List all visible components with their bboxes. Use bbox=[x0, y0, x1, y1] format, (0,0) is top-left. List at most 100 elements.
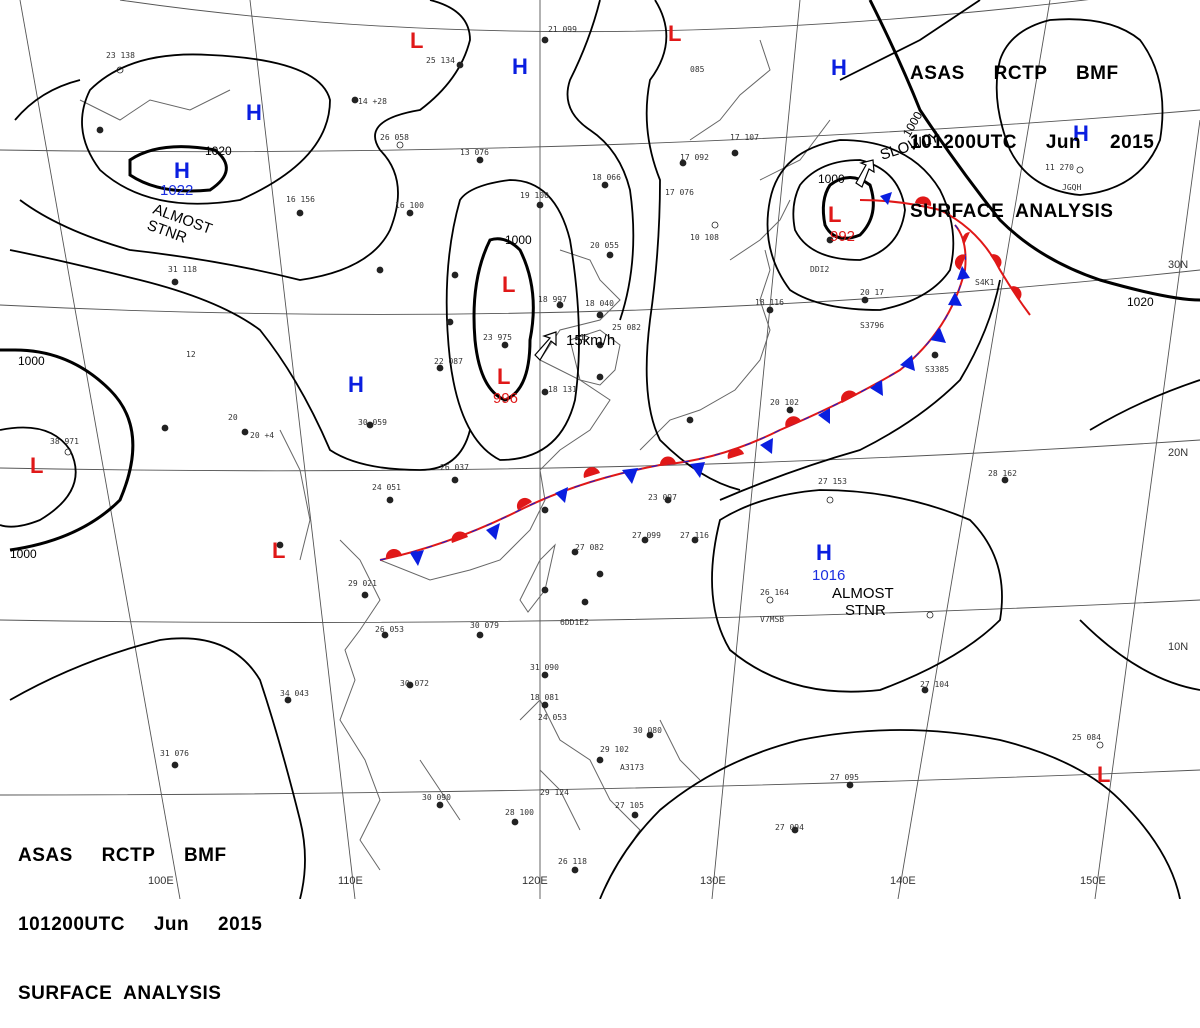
station-plot: 26 058 bbox=[380, 133, 409, 142]
station-plot: 30 080 bbox=[633, 726, 662, 735]
high-pressure-value: 1016 bbox=[812, 567, 845, 584]
station-plot: 30 079 bbox=[470, 621, 499, 630]
longitude-label: 120E bbox=[522, 875, 548, 887]
station-plot: 20 bbox=[228, 413, 238, 422]
high-center: H bbox=[1073, 121, 1089, 146]
longitude-label: 110E bbox=[338, 875, 363, 887]
station-plot: 18 131 bbox=[548, 385, 577, 394]
station-plot: 27 095 bbox=[830, 773, 859, 782]
station-plot: JGQH bbox=[1062, 183, 1081, 192]
warm-front-northeast bbox=[859, 192, 1031, 316]
station-plot: 30 090 bbox=[422, 793, 451, 802]
station-numbers: 23 138 25 134 21 099 14 +28 26 058 13 07… bbox=[50, 25, 1101, 866]
station-plot: 22 087 bbox=[434, 357, 463, 366]
low-center: L bbox=[497, 364, 510, 389]
station-plot: 31 076 bbox=[160, 749, 189, 758]
motion-arrows bbox=[534, 159, 875, 361]
chart-header-bottom: ASAS RCTP BMF 101200UTC Jun 2015 SURFACE… bbox=[18, 798, 262, 1028]
almost-stnr-label-nw: ALMOST STNR bbox=[145, 201, 218, 255]
low-pressure-value: 996 bbox=[493, 390, 518, 407]
low-center: L bbox=[668, 21, 681, 46]
low-center: L bbox=[30, 453, 43, 478]
station-plot: 31 118 bbox=[168, 265, 197, 274]
coastline bbox=[79, 39, 831, 871]
station-plot: 12 bbox=[186, 350, 196, 359]
station-plot: 27 082 bbox=[575, 543, 604, 552]
station-plot: 28 162 bbox=[988, 469, 1017, 478]
low-center: L bbox=[410, 28, 423, 53]
latitude-label: 20N bbox=[1168, 447, 1188, 459]
footer-line-3: SURFACE ANALYSIS bbox=[18, 983, 222, 1004]
station-plot: 31 090 bbox=[530, 663, 559, 672]
station-plot: 29 102 bbox=[600, 745, 629, 754]
station-plot: 23 097 bbox=[648, 493, 677, 502]
isobar-label: 1000 bbox=[505, 233, 532, 247]
high-center: H bbox=[831, 55, 847, 80]
isobars bbox=[0, 0, 1200, 899]
low-center: L bbox=[272, 538, 285, 563]
station-plot: 17 107 bbox=[730, 133, 759, 142]
station-plot: 6DD1E2 bbox=[560, 618, 589, 627]
station-plot: 27 116 bbox=[680, 531, 709, 540]
station-plot: 16 100 bbox=[395, 201, 424, 210]
longitude-label: 100E bbox=[148, 875, 174, 887]
station-plot: 24 053 bbox=[538, 713, 567, 722]
high-center: H bbox=[246, 100, 262, 125]
station-plot: 30 059 bbox=[358, 418, 387, 427]
station-plot: 38 971 bbox=[50, 437, 79, 446]
header-line-1: ASAS RCTP BMF bbox=[910, 63, 1119, 84]
low-center: L bbox=[502, 272, 515, 297]
station-plot: S3385 bbox=[925, 365, 949, 374]
station-plot: 27 094 bbox=[775, 823, 804, 832]
station-plot: 30 072 bbox=[400, 679, 429, 688]
longitude-label: 150E bbox=[1080, 875, 1106, 887]
station-plot: 29 124 bbox=[540, 788, 569, 797]
station-plot: 23 975 bbox=[483, 333, 512, 342]
coordinate-labels: 100E 110E 120E 130E 140E 150E 30N 20N 10… bbox=[148, 259, 1188, 887]
station-plot: 25 084 bbox=[1072, 733, 1101, 742]
station-plot: A3173 bbox=[620, 763, 644, 772]
station-plot: 27 099 bbox=[632, 531, 661, 540]
low-center: L bbox=[1097, 762, 1110, 787]
isobar-label: 1020 bbox=[1127, 295, 1154, 309]
station-plot: 23 138 bbox=[106, 51, 135, 60]
station-plot: 29 021 bbox=[348, 579, 377, 588]
latitude-label: 10N bbox=[1168, 641, 1188, 653]
station-plot: V7MSB bbox=[760, 615, 784, 624]
station-plot: 27 105 bbox=[615, 801, 644, 810]
almost-stnr-label-pac-line2: STNR bbox=[845, 602, 886, 619]
station-plot: 16 156 bbox=[286, 195, 315, 204]
station-plot: 18 066 bbox=[592, 173, 621, 182]
longitude-label: 140E bbox=[890, 875, 916, 887]
footer-line-2: 101200UTC Jun 2015 bbox=[18, 914, 263, 935]
header-line-3: SURFACE ANALYSIS bbox=[910, 201, 1114, 222]
station-plot: +15 bbox=[575, 333, 590, 342]
station-glyphs bbox=[64, 36, 1104, 874]
chart-header-top: ASAS RCTP BMF 101200UTC Jun 2015 SURFACE… bbox=[910, 16, 1154, 246]
low-pressure-value: 992 bbox=[830, 228, 855, 245]
high-center: H bbox=[348, 372, 364, 397]
high-center: H bbox=[816, 540, 832, 565]
station-plot: 18 040 bbox=[585, 299, 614, 308]
low-center: L bbox=[828, 202, 841, 227]
almost-stnr-label-pac: ALMOST STNR bbox=[832, 585, 898, 619]
station-plot: 25 134 bbox=[426, 56, 455, 65]
surface-analysis-map: 23 138 25 134 21 099 14 +28 26 058 13 07… bbox=[0, 0, 1200, 899]
header-line-2: 101200UTC Jun 2015 bbox=[910, 132, 1155, 153]
station-plot: 26 164 bbox=[760, 588, 789, 597]
station-plot: 26 053 bbox=[375, 625, 404, 634]
isobar-label: 1000 bbox=[10, 547, 37, 561]
isobar-label: 1000 bbox=[818, 172, 845, 186]
station-plot: 34 043 bbox=[280, 689, 309, 698]
station-plot: 27 104 bbox=[920, 680, 949, 689]
station-plot: 085 bbox=[690, 65, 705, 74]
station-plot: 17 076 bbox=[665, 188, 694, 197]
low-motion-label: 15km/h bbox=[566, 332, 615, 349]
footer-line-1: ASAS RCTP BMF bbox=[18, 845, 227, 866]
longitude-label: 130E bbox=[700, 875, 726, 887]
station-plot: 27 153 bbox=[818, 477, 847, 486]
station-plot: 19 100 bbox=[520, 191, 549, 200]
station-plot: 20 +4 bbox=[250, 431, 274, 440]
station-plot: S4K1 bbox=[975, 278, 994, 287]
high-center: H bbox=[512, 54, 528, 79]
